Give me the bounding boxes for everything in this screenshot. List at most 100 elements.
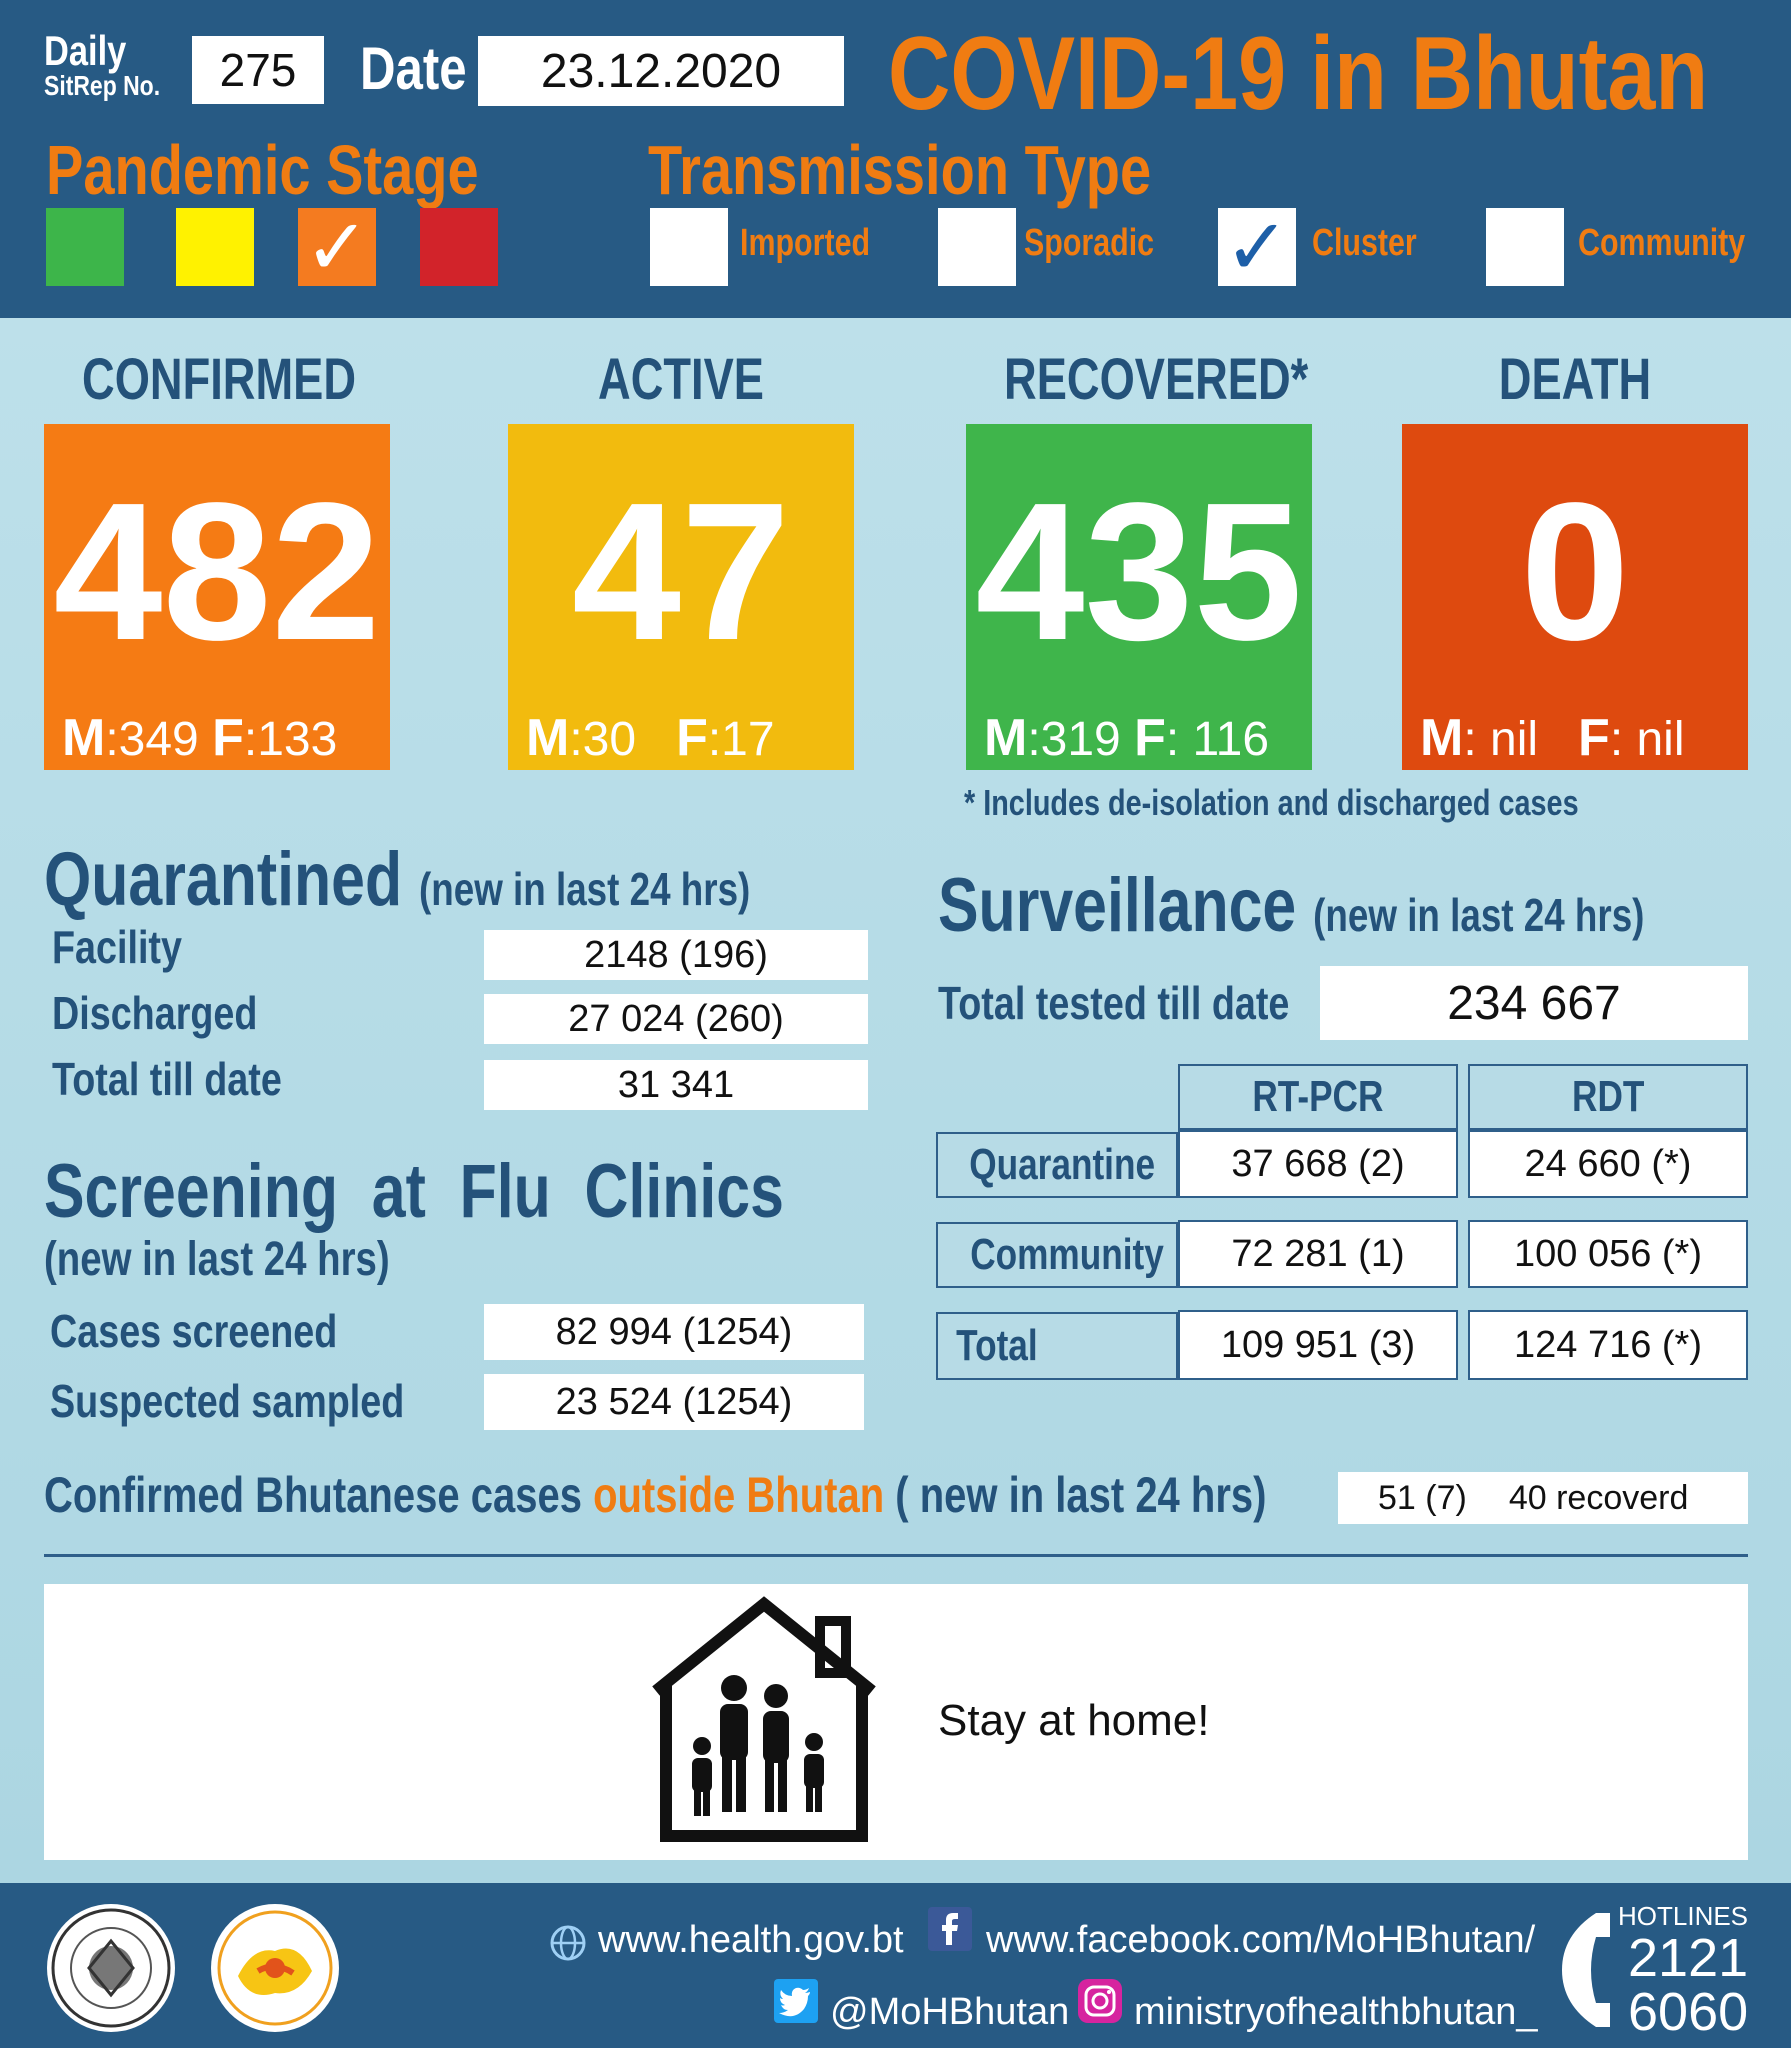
female-label: F [1134,709,1166,767]
quarantine-rdt-value: 24 660 (*) [1468,1130,1748,1198]
male-count: : nil [1463,713,1539,766]
death-gender-split: M: nil F: nil [1420,708,1685,768]
section-divider [44,1554,1748,1557]
female-count: :17 [707,713,775,766]
quarantine-rtpcr-value: 37 668 (2) [1178,1130,1458,1198]
death-value: 0 [1520,462,1630,681]
male-label: M [62,709,106,767]
hotlines-label: HOTLINES [1618,1901,1749,1931]
total-rdt-value: 124 716 (*) [1468,1310,1748,1380]
twitter-handle[interactable]: @MoHBhutan [830,1991,1070,2033]
outside-count: 51 (7) [1378,1478,1467,1517]
recovered-heading: RECOVERED* [1004,347,1309,412]
sitrep-number: 275 [192,36,324,104]
screening-title: Screening at Flu Clinics [44,1149,784,1234]
outside-bhutan-value: 51 (7) 40 recoverd [1338,1472,1748,1524]
cluster-label: Cluster [1312,222,1417,264]
stage-red-square [420,208,498,286]
row-label-text: Total [956,1321,1038,1370]
active-gender-split: M:30 F:17 [526,708,775,768]
outside-label-part1: Confirmed Bhutanese cases [44,1467,594,1523]
rdt-column-header: RDT [1468,1064,1748,1130]
sitrep-no-label: SitRep No. [44,70,161,101]
recovered-gender-split: M:319 F: 116 [984,708,1269,768]
community-label: Community [1578,222,1746,264]
page-title: COVID-19 in Bhutan [888,16,1709,132]
check-icon: ✓ [304,203,370,291]
death-heading: DEATH [1498,347,1652,412]
stay-home-message: Stay at home! [938,1696,1210,1745]
stage-green-square [46,208,124,286]
row-label-text: Community [970,1230,1164,1279]
discharged-value: 27 024 (260) [484,994,868,1044]
stay-home-banner: Stay at home! [44,1584,1748,1860]
community-rtpcr-value: 72 281 (1) [1178,1220,1458,1288]
house-family-icon [652,1596,876,1842]
suspected-sampled-value: 23 524 (1254) [484,1374,864,1430]
outside-recovered: 40 recoverd [1508,1478,1689,1517]
male-label: M [526,709,570,767]
website-link[interactable]: www.health.gov.bt [598,1919,904,1961]
confirmed-heading: CONFIRMED [82,347,356,412]
active-heading: ACTIVE [598,347,764,412]
check-icon: ✓ [1224,203,1290,291]
recovered-note: * Includes de-isolation and discharged c… [964,782,1579,823]
instagram-icon [1078,1979,1122,2023]
discharged-label: Discharged [52,987,258,1039]
quarantined-subtitle: (new in last 24 hrs) [419,863,751,915]
facebook-icon [928,1907,972,1951]
facility-value: 2148 (196) [484,930,868,980]
instagram-handle[interactable]: ministryofhealthbhutan_ [1134,1991,1538,2033]
total-till-date-value: 31 341 [484,1060,868,1110]
active-value: 47 [571,462,790,681]
total-tested-value: 234 667 [1320,966,1748,1040]
outside-label-part2: outside Bhutan [593,1467,885,1523]
surveillance-title-text: Surveillance [938,863,1297,948]
stage-yellow-square [176,208,254,286]
suspected-sampled-label: Suspected sampled [50,1375,405,1427]
date-value: 23.12.2020 [478,36,844,106]
community-row-label: Community [936,1222,1178,1288]
hotline-number-1[interactable]: 2121 [1628,1928,1749,1988]
cases-screened-label: Cases screened [50,1305,338,1357]
female-count: :133 [243,713,338,766]
male-count: :349 [105,713,199,766]
facebook-link[interactable]: www.facebook.com/MoHBhutan/ [986,1919,1536,1961]
globe-icon [550,1925,586,1961]
total-tested-label: Total tested till date [938,977,1290,1029]
stage-orange-square: ✓ [298,208,376,286]
confirmed-card: 482 M:349 F:133 [44,424,390,770]
confirmed-value: 482 [53,462,381,681]
outside-bhutan-label: Confirmed Bhutanese cases outside Bhutan… [44,1466,1266,1524]
daily-label: Daily [44,27,127,74]
outside-label-part3: ( new in last 24 hrs) [884,1467,1267,1523]
facility-label: Facility [52,921,182,973]
twitter-icon [774,1979,818,2023]
sporadic-label: Sporadic [1024,222,1155,264]
rdt-header-text: RDT [1571,1072,1645,1121]
surveillance-title: Surveillance (new in last 24 hrs) [938,862,1644,949]
female-count: : 116 [1165,713,1270,766]
total-till-date-label: Total till date [52,1053,282,1105]
surveillance-subtitle: (new in last 24 hrs) [1313,889,1645,941]
hotline-number-2[interactable]: 6060 [1628,1982,1749,2042]
footer: www.health.gov.bt www.facebook.com/MoHBh… [0,1883,1791,2048]
row-label-text: Quarantine [969,1140,1156,1189]
recovered-card: 435 M:319 F: 116 [966,424,1312,770]
quarantined-title: Quarantined (new in last 24 hrs) [44,836,750,923]
active-card: 47 M:30 F:17 [508,424,854,770]
confirmed-gender-split: M:349 F:133 [62,708,337,768]
imported-label: Imported [740,222,871,264]
total-row-label: Total [936,1312,1178,1380]
cluster-checkbox: ✓ [1218,208,1296,286]
phone-icon [1562,1913,1610,2027]
sitrep-label: Daily SitRep No. [44,30,186,100]
male-label: M [984,709,1028,767]
rtpcr-header-text: RT-PCR [1252,1072,1384,1121]
rtpcr-column-header: RT-PCR [1178,1064,1458,1130]
transmission-type-label: Transmission Type [648,131,1152,209]
ministry-seal-icon [47,1904,175,2032]
male-count: :30 [569,713,637,766]
female-count: : nil [1609,713,1685,766]
female-label: F [212,709,244,767]
